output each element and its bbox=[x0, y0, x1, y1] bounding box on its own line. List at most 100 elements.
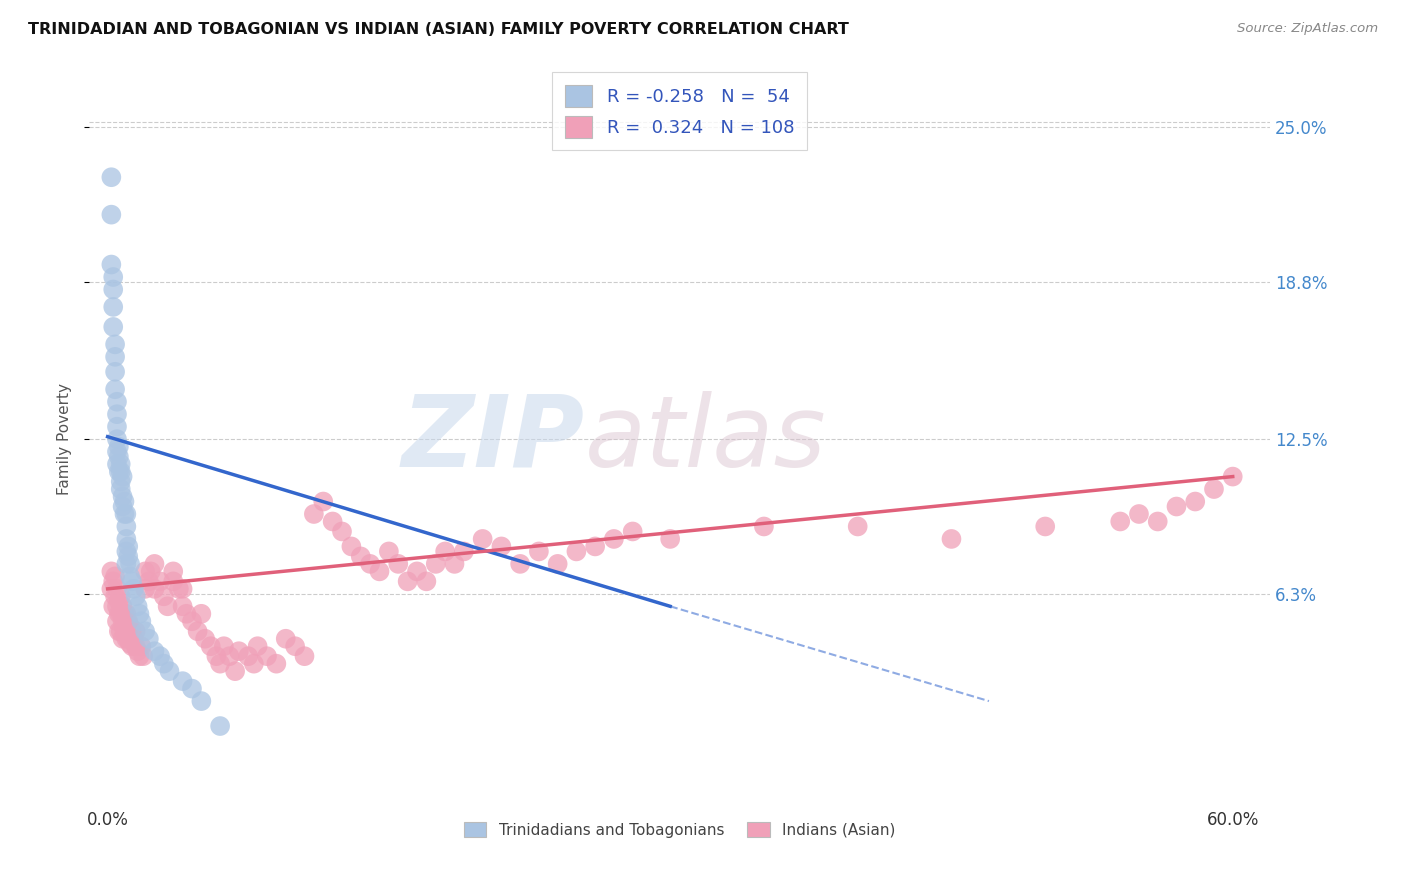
Point bbox=[111, 469, 134, 483]
Point bbox=[108, 624, 131, 639]
Point bbox=[172, 582, 194, 596]
Point bbox=[121, 574, 143, 589]
Point bbox=[256, 649, 278, 664]
Point bbox=[330, 524, 353, 539]
Point bbox=[406, 565, 429, 579]
Point bbox=[115, 507, 138, 521]
Point bbox=[105, 394, 128, 409]
Point bbox=[105, 444, 128, 458]
Point bbox=[111, 599, 134, 614]
Point bbox=[139, 565, 162, 579]
Point bbox=[149, 649, 172, 664]
Point bbox=[100, 170, 122, 185]
Point bbox=[138, 574, 160, 589]
Point bbox=[1222, 469, 1244, 483]
Point bbox=[162, 565, 184, 579]
Point bbox=[246, 639, 269, 653]
Point bbox=[603, 532, 626, 546]
Point bbox=[122, 582, 145, 596]
Point bbox=[122, 632, 145, 646]
Point bbox=[125, 624, 148, 639]
Point bbox=[547, 557, 569, 571]
Point bbox=[108, 465, 131, 479]
Point bbox=[110, 590, 132, 604]
Point bbox=[1146, 515, 1168, 529]
Point bbox=[153, 590, 176, 604]
Point bbox=[111, 490, 134, 504]
Point bbox=[156, 599, 179, 614]
Point bbox=[190, 694, 212, 708]
Point bbox=[350, 549, 373, 564]
Y-axis label: Family Poverty: Family Poverty bbox=[58, 384, 72, 495]
Point bbox=[228, 644, 250, 658]
Point bbox=[103, 599, 125, 614]
Point bbox=[131, 614, 153, 628]
Point bbox=[181, 614, 204, 628]
Point bbox=[181, 681, 204, 696]
Point bbox=[110, 465, 132, 479]
Point bbox=[115, 519, 138, 533]
Point bbox=[108, 450, 131, 464]
Point bbox=[103, 319, 125, 334]
Point bbox=[114, 624, 136, 639]
Point bbox=[387, 557, 409, 571]
Point bbox=[1109, 515, 1132, 529]
Point bbox=[134, 582, 156, 596]
Point bbox=[143, 644, 166, 658]
Point bbox=[127, 644, 149, 658]
Point bbox=[443, 557, 465, 571]
Point bbox=[132, 649, 155, 664]
Point bbox=[108, 440, 131, 454]
Point bbox=[121, 639, 143, 653]
Point bbox=[100, 258, 122, 272]
Point bbox=[108, 594, 131, 608]
Point bbox=[167, 582, 190, 596]
Point bbox=[115, 607, 138, 621]
Point bbox=[105, 419, 128, 434]
Point bbox=[115, 619, 138, 633]
Point bbox=[218, 649, 240, 664]
Point bbox=[284, 639, 307, 653]
Point bbox=[302, 507, 325, 521]
Point bbox=[491, 540, 513, 554]
Text: TRINIDADIAN AND TOBAGONIAN VS INDIAN (ASIAN) FAMILY POVERTY CORRELATION CHART: TRINIDADIAN AND TOBAGONIAN VS INDIAN (AS… bbox=[28, 22, 849, 37]
Point bbox=[190, 607, 212, 621]
Point bbox=[224, 664, 246, 678]
Point bbox=[100, 208, 122, 222]
Point bbox=[121, 624, 143, 639]
Point bbox=[194, 632, 217, 646]
Point bbox=[120, 557, 142, 571]
Point bbox=[415, 574, 437, 589]
Point bbox=[117, 540, 139, 554]
Point bbox=[172, 674, 194, 689]
Point bbox=[100, 565, 122, 579]
Legend: Trinidadians and Tobagonians, Indians (Asian): Trinidadians and Tobagonians, Indians (A… bbox=[457, 815, 901, 844]
Point bbox=[200, 639, 222, 653]
Point bbox=[176, 607, 198, 621]
Point bbox=[134, 565, 156, 579]
Point bbox=[110, 457, 132, 471]
Point bbox=[138, 632, 160, 646]
Point bbox=[1184, 494, 1206, 508]
Point bbox=[111, 500, 134, 514]
Point bbox=[114, 507, 136, 521]
Point bbox=[125, 590, 148, 604]
Point bbox=[105, 407, 128, 421]
Point bbox=[104, 590, 127, 604]
Point bbox=[114, 607, 136, 621]
Point bbox=[105, 457, 128, 471]
Point bbox=[509, 557, 531, 571]
Point bbox=[453, 544, 475, 558]
Text: atlas: atlas bbox=[585, 391, 827, 488]
Point bbox=[205, 649, 228, 664]
Point bbox=[104, 350, 127, 364]
Point bbox=[752, 519, 775, 533]
Point bbox=[621, 524, 644, 539]
Point bbox=[105, 432, 128, 446]
Point bbox=[104, 365, 127, 379]
Point bbox=[125, 639, 148, 653]
Point bbox=[105, 582, 128, 596]
Point bbox=[131, 639, 153, 653]
Point bbox=[103, 283, 125, 297]
Point bbox=[100, 582, 122, 596]
